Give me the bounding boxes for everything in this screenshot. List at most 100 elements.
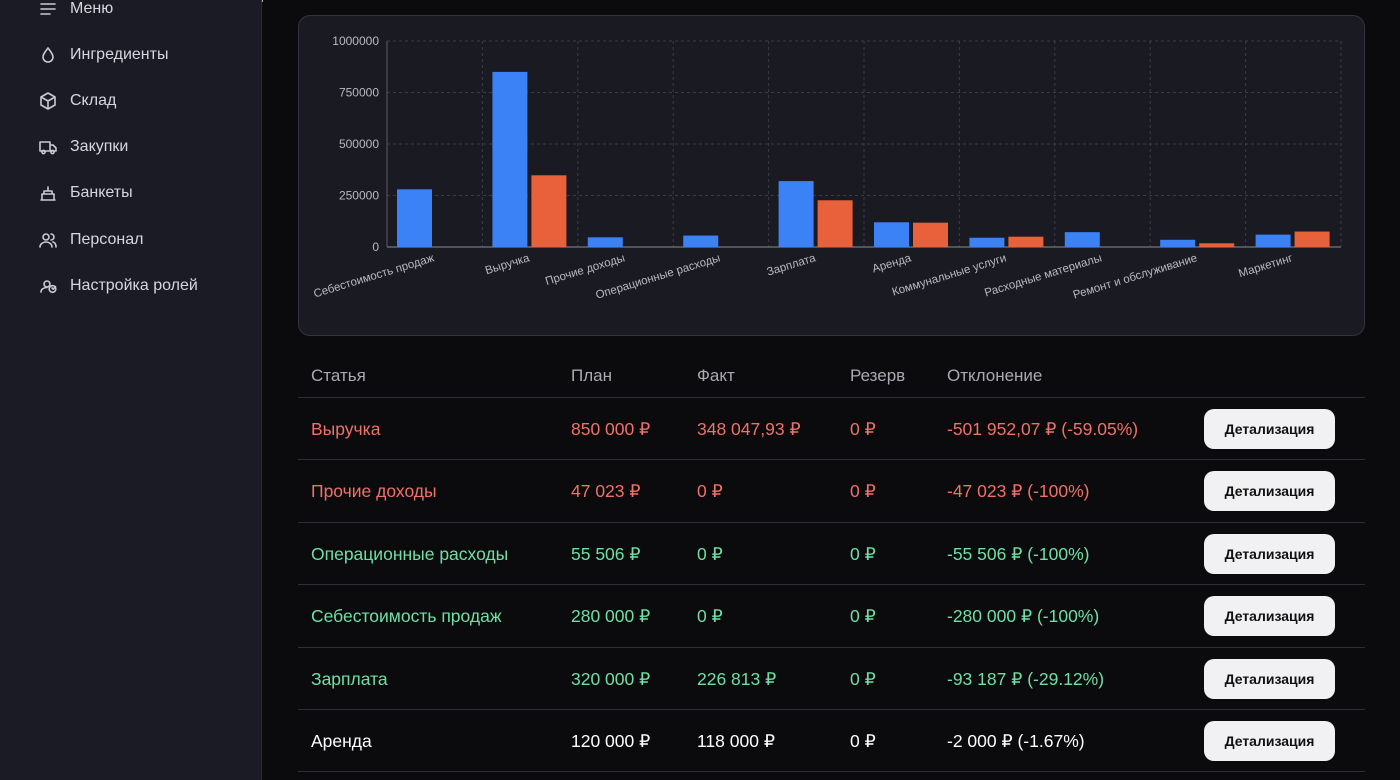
row-fact: 0 ₽ bbox=[697, 481, 723, 502]
row-deviation: -2 000 ₽ (-1.67%) bbox=[947, 730, 1085, 751]
bar-plan bbox=[969, 237, 1005, 247]
bar-plan bbox=[1255, 234, 1291, 247]
x-tick-label: Прочие доходы bbox=[544, 252, 626, 288]
row-plan: 850 000 ₽ bbox=[571, 419, 651, 439]
y-tick-label: 750000 bbox=[339, 86, 379, 100]
budget-table: Статья План Факт Резерв Отклонение Выруч… bbox=[298, 352, 1365, 773]
row-fact: 348 047,93 ₽ bbox=[697, 419, 801, 439]
bar-fact bbox=[913, 222, 948, 247]
x-tick-label: Маркетинг bbox=[1237, 252, 1294, 280]
details-button[interactable]: Детализация bbox=[1204, 533, 1335, 574]
row-fact: 118 000 ₽ bbox=[697, 730, 775, 751]
row-fact: 0 ₽ bbox=[697, 606, 723, 627]
header-article: Статья bbox=[311, 366, 366, 385]
row-plan: 120 000 ₽ bbox=[571, 730, 651, 751]
sidebar-item-warehouse[interactable]: Склад bbox=[38, 89, 116, 113]
details-button[interactable]: Детализация bbox=[1204, 720, 1335, 761]
sidebar: Меню Ингредиенты Склад Закупки Банкеты П… bbox=[0, 0, 262, 780]
sidebar-item-label: Закупки bbox=[70, 138, 129, 155]
table-row: Себестоимость продаж 280 000 ₽ 0 ₽ 0 ₽ -280 … bbox=[298, 585, 1365, 648]
y-tick-label: 0 bbox=[372, 240, 379, 254]
row-reserve: 0 ₽ bbox=[850, 606, 876, 627]
header-fact: Факт bbox=[697, 366, 735, 385]
cake-icon bbox=[38, 183, 58, 203]
bar-fact bbox=[1294, 231, 1330, 247]
sidebar-item-label: Персонал bbox=[70, 231, 144, 248]
table-row: Прочие доходы 47 023 ₽ 0 ₽ 0 ₽ -47 023 ₽ (-1… bbox=[298, 460, 1365, 523]
row-article: Аренда bbox=[311, 730, 372, 751]
table-row: Операционные расходы 55 506 ₽ 0 ₽ 0 ₽ -55 50… bbox=[298, 523, 1365, 586]
bar-plan bbox=[397, 189, 432, 247]
menu-icon bbox=[38, 0, 58, 19]
row-reserve: 0 ₽ bbox=[850, 730, 876, 751]
bar-plan bbox=[1064, 232, 1100, 247]
roles-icon bbox=[38, 276, 58, 296]
main-content: 0 250000 500000 750000 1000000 Себестоимость … bbox=[263, 0, 1400, 780]
truck-icon bbox=[38, 137, 58, 157]
y-tick-label: 1000000 bbox=[332, 34, 379, 48]
row-deviation: -280 000 ₽ (-100%) bbox=[947, 606, 1100, 627]
header-plan: План bbox=[571, 366, 612, 385]
bar-plan bbox=[778, 181, 814, 247]
row-article: Себестоимость продаж bbox=[311, 606, 502, 627]
row-reserve: 0 ₽ bbox=[850, 481, 876, 502]
details-button[interactable]: Детализация bbox=[1204, 409, 1335, 449]
row-fact: 226 813 ₽ bbox=[697, 668, 777, 689]
bar-plan bbox=[587, 237, 623, 247]
y-tick-label: 500000 bbox=[339, 137, 379, 151]
bar-plan bbox=[683, 235, 719, 247]
users-icon bbox=[38, 230, 58, 250]
bar-plan bbox=[492, 71, 528, 248]
drop-icon bbox=[38, 45, 58, 65]
row-plan: 55 506 ₽ bbox=[571, 543, 641, 564]
bar-plan bbox=[1160, 239, 1196, 247]
row-plan: 47 023 ₽ bbox=[571, 481, 641, 502]
sidebar-item-label: Ингредиенты bbox=[70, 46, 169, 63]
details-button[interactable]: Детализация bbox=[1204, 658, 1335, 699]
row-deviation: -501 952,07 ₽ (-59.05%) bbox=[947, 419, 1139, 439]
bar-fact bbox=[1199, 243, 1235, 247]
row-article: Выручка bbox=[311, 419, 381, 439]
sidebar-item-roles[interactable]: Настройка ролей bbox=[38, 274, 198, 298]
sidebar-item-label: Склад bbox=[70, 92, 117, 109]
row-deviation: -47 023 ₽ (-100%) bbox=[947, 481, 1090, 502]
row-article: Зарплата bbox=[311, 668, 388, 689]
row-reserve: 0 ₽ bbox=[850, 419, 876, 439]
row-reserve: 0 ₽ bbox=[850, 668, 876, 689]
row-deviation: -93 187 ₽ (-29.12%) bbox=[947, 668, 1105, 689]
row-fact: 0 ₽ bbox=[697, 543, 723, 564]
sidebar-item-menu[interactable]: Меню bbox=[38, 0, 113, 21]
x-tick-label: Аренда bbox=[871, 252, 913, 275]
header-deviation: Отклонение bbox=[947, 366, 1043, 385]
bar-fact bbox=[1008, 236, 1044, 247]
table-row: Выручка 850 000 ₽ 348 047,93 ₽ 0 ₽ -501 952,… bbox=[298, 398, 1365, 461]
row-plan: 320 000 ₽ bbox=[571, 668, 651, 689]
sidebar-item-label: Банкеты bbox=[70, 184, 133, 201]
sidebar-item-label: Меню bbox=[70, 0, 114, 17]
x-tick-label: Выручка bbox=[484, 252, 532, 277]
details-button[interactable]: Детализация bbox=[1204, 471, 1335, 512]
sidebar-item-purchases[interactable]: Закупки bbox=[38, 135, 128, 159]
y-tick-label: 250000 bbox=[339, 189, 379, 203]
row-plan: 280 000 ₽ bbox=[571, 606, 651, 627]
details-button[interactable]: Детализация bbox=[1204, 596, 1335, 637]
box-icon bbox=[38, 91, 58, 111]
sidebar-item-staff[interactable]: Персонал bbox=[38, 228, 143, 252]
table-header: Статья План Факт Резерв Отклонение bbox=[298, 352, 1365, 398]
row-reserve: 0 ₽ bbox=[850, 543, 876, 564]
sidebar-item-ingredients[interactable]: Ингредиенты bbox=[38, 43, 168, 67]
bar-fact bbox=[531, 175, 567, 247]
bar-fact bbox=[817, 200, 853, 247]
x-tick-label: Себестоимость продаж bbox=[312, 252, 436, 300]
table-row: Зарплата 320 000 ₽ 226 813 ₽ 0 ₽ -93 187 ₽ (… bbox=[298, 648, 1365, 710]
bar-plan bbox=[874, 222, 909, 247]
budget-chart-card: 0 250000 500000 750000 1000000 Себестоимость … bbox=[298, 15, 1365, 336]
row-article: Прочие доходы bbox=[311, 481, 437, 502]
row-deviation: -55 506 ₽ (-100%) bbox=[947, 543, 1090, 564]
sidebar-item-label: Настройка ролей bbox=[70, 277, 198, 294]
header-reserve: Резерв bbox=[850, 366, 906, 385]
budget-bar-chart: 0 250000 500000 750000 1000000 Себестоимость … bbox=[312, 34, 1342, 302]
row-article: Операционные расходы bbox=[311, 543, 509, 564]
x-tick-label: Зарплата bbox=[766, 252, 818, 278]
sidebar-item-banquets[interactable]: Банкеты bbox=[38, 181, 133, 205]
